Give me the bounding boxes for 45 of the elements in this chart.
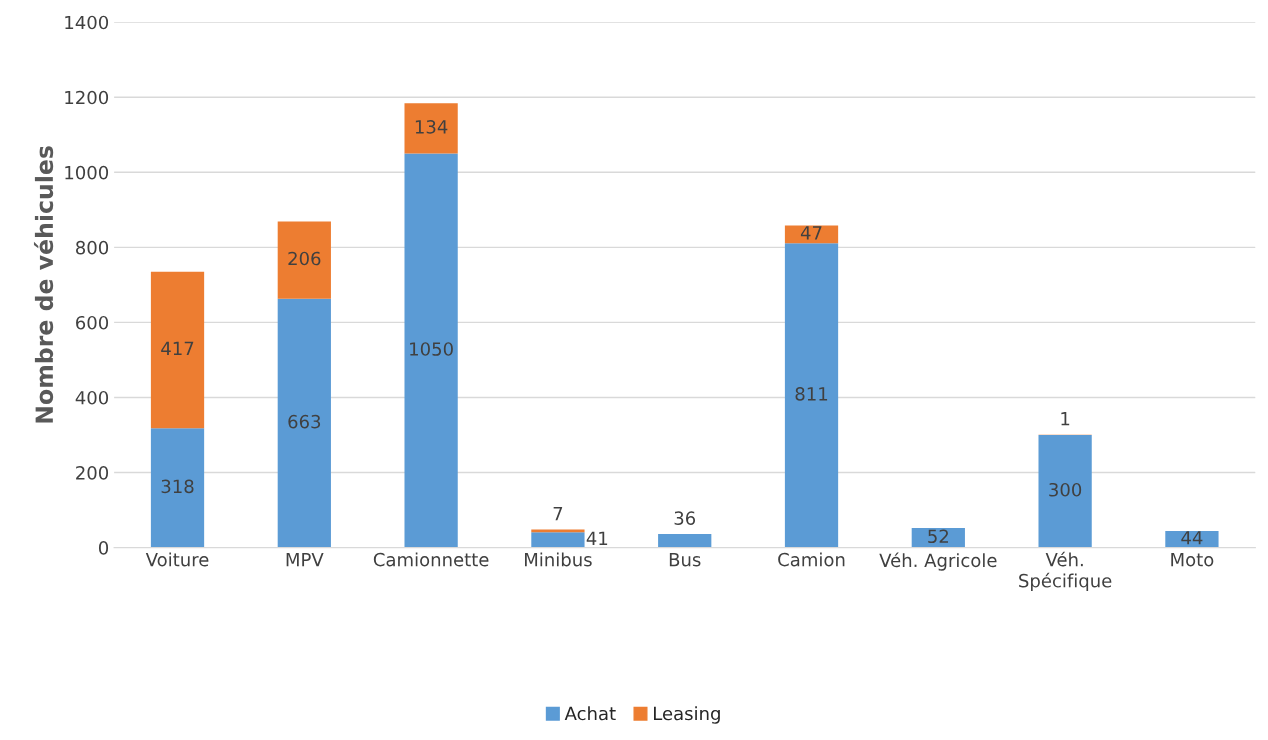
data-label: 318: [161, 479, 194, 494]
data-label: 36: [674, 511, 696, 525]
bar: [150, 271, 205, 429]
bar: [404, 153, 458, 548]
y-tick-label: 400: [75, 390, 109, 405]
x-tick-label: Véh. Spécifique: [1019, 551, 1112, 592]
data-label: 811: [795, 387, 828, 401]
y-axis-title: Nombre de véhicules: [33, 146, 54, 423]
data-label: 1: [1061, 412, 1070, 426]
y-tick-label: 1200: [65, 90, 109, 105]
y-tick-label: 800: [76, 240, 109, 255]
bar: [277, 221, 331, 299]
bar: [784, 243, 839, 548]
data-label: 41: [586, 531, 608, 545]
x-tick-label: MPV: [286, 553, 324, 567]
x-tick-label: Minibus: [525, 552, 592, 567]
data-label: 1050: [410, 342, 453, 356]
y-tick-label: 200: [76, 466, 109, 480]
data-label: 47: [800, 226, 822, 240]
x-tick-label: Camionnette: [373, 552, 489, 567]
data-label: 52: [928, 529, 948, 544]
x-tick-label: Moto: [1171, 553, 1214, 567]
bar: [404, 103, 458, 154]
data-label: 417: [161, 341, 194, 355]
data-label: 44: [1181, 531, 1203, 545]
bar: [150, 428, 205, 548]
x-tick-label: Camion: [778, 552, 845, 567]
data-label: 134: [415, 119, 448, 134]
y-tick-label: 1400: [65, 15, 109, 30]
y-tick-label: 1000: [65, 165, 109, 180]
bar: [277, 298, 331, 548]
data-label: 663: [288, 414, 321, 429]
legend-label: Leasing: [654, 706, 720, 724]
data-label: 206: [288, 251, 321, 266]
bar: [658, 534, 712, 548]
bar: [531, 532, 585, 548]
data-label: 7: [553, 507, 563, 521]
y-tick-label: 0: [98, 541, 109, 555]
data-label: 300: [1049, 482, 1082, 497]
legend-label: Achat: [564, 706, 616, 721]
x-tick-label: Bus: [669, 553, 701, 567]
x-tick-label: Véh. Agricole: [879, 552, 997, 571]
y-tick-label: 600: [76, 315, 109, 330]
x-tick-label: Voiture: [145, 552, 209, 567]
bar: [1038, 435, 1092, 548]
